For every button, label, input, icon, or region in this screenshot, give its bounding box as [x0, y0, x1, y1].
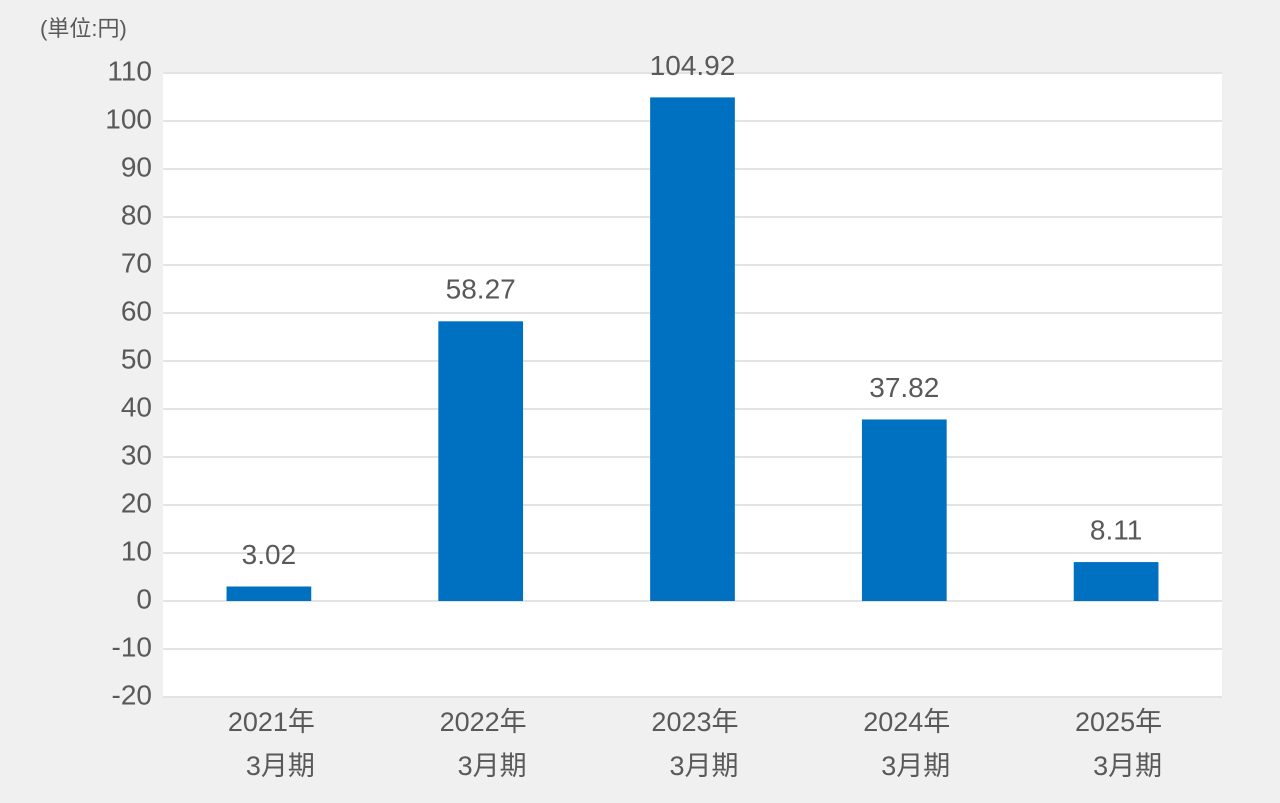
x-tick-label: 3月期: [1093, 751, 1162, 781]
y-tick-label: 80: [121, 199, 152, 230]
y-tick-label: 0: [136, 583, 152, 614]
x-tick-label: 3月期: [881, 751, 950, 781]
unit-label: (単位:円): [40, 16, 127, 41]
x-tick-label: 3月期: [669, 751, 738, 781]
y-tick-label: 70: [121, 247, 152, 278]
data-label: 37.82: [869, 372, 939, 403]
y-tick-label: 40: [121, 391, 152, 422]
x-tick-label: 2025年: [1075, 707, 1162, 737]
bar: [861, 419, 947, 601]
data-label: 58.27: [446, 274, 516, 305]
y-tick-label: 60: [121, 295, 152, 326]
bar: [226, 586, 312, 601]
y-tick-label: -10: [112, 631, 152, 662]
y-tick-label: 20: [121, 487, 152, 518]
data-label: 104.92: [650, 50, 736, 81]
x-tick-label: 2022年: [440, 707, 527, 737]
y-tick-label: 100: [105, 103, 152, 134]
bar: [1073, 562, 1159, 601]
x-tick-label: 2021年: [228, 707, 315, 737]
data-label: 8.11: [1090, 514, 1142, 545]
x-tick-label: 3月期: [246, 751, 315, 781]
data-label: 3.02: [242, 539, 297, 570]
y-tick-label: 30: [121, 439, 152, 470]
y-tick-label: 50: [121, 343, 152, 374]
y-tick-label: 110: [107, 55, 152, 86]
x-tick-label: 2024年: [863, 707, 950, 737]
bar: [438, 321, 524, 601]
x-tick-label: 3月期: [458, 751, 527, 781]
bar: [650, 97, 735, 601]
x-tick-label: 2023年: [651, 707, 738, 737]
y-tick-label: 10: [121, 535, 152, 566]
y-tick-label: -20: [112, 679, 152, 710]
y-tick-label: 90: [121, 151, 152, 182]
